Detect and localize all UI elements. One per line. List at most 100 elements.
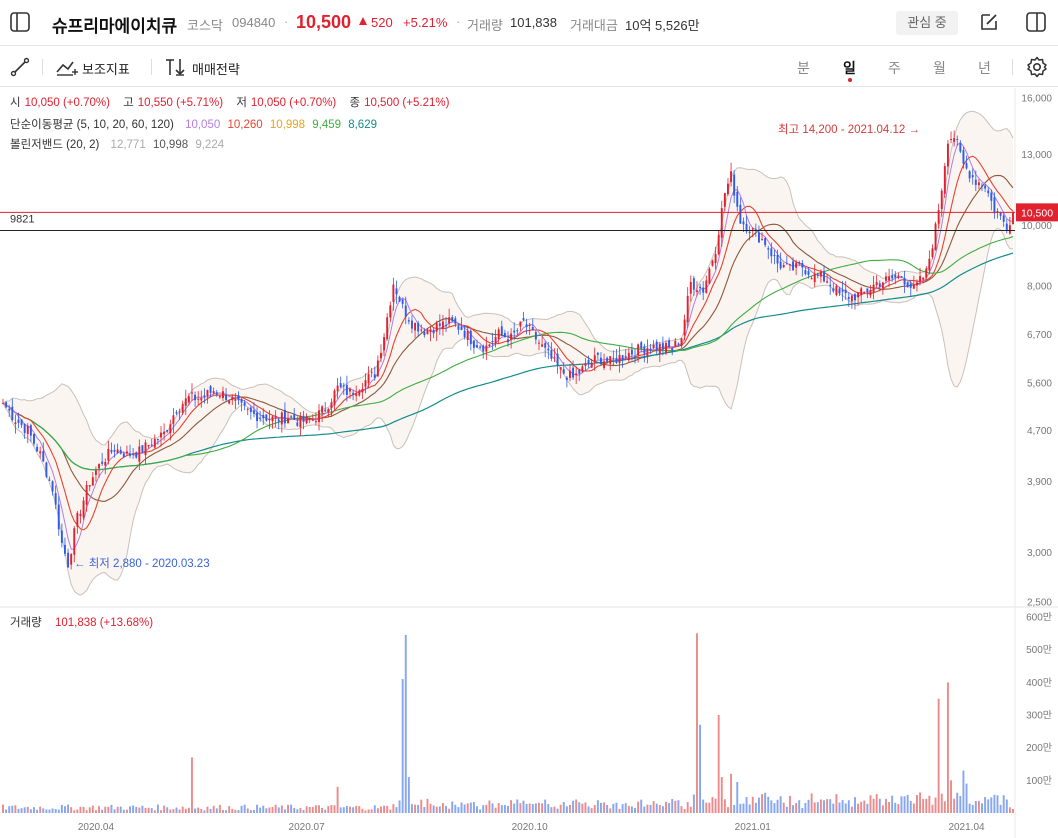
candle-body: [135, 452, 138, 458]
candle-body: [609, 356, 612, 364]
candle-body: [767, 248, 770, 250]
candle-body: [661, 343, 664, 350]
volume-bar: [401, 679, 404, 813]
period-day-tab[interactable]: 일: [843, 60, 856, 76]
candle-body: [327, 409, 330, 412]
volume-bar: [299, 807, 302, 813]
indicator-button[interactable]: 보조지표: [82, 62, 130, 77]
volume-bar: [569, 804, 571, 813]
volume-bar: [720, 777, 723, 813]
volume-bar: [888, 801, 891, 813]
volume-bar: [996, 795, 999, 813]
gear-icon[interactable]: [1026, 56, 1048, 78]
candle-body: [891, 275, 894, 279]
volume-info[interactable]: 거래량 101,838 (+13.68%): [10, 614, 157, 630]
volume-bar: [51, 808, 54, 813]
candle-body: [683, 319, 686, 336]
separator-dot: ·: [456, 14, 461, 29]
stock-chart[interactable]: 16,000 13,000 10,000 8,000 6,700 5,600 4,700 3,…: [0, 88, 1058, 838]
candle-body: [373, 374, 376, 378]
volume-bar: [891, 795, 894, 813]
bollinger-info[interactable]: 볼린저밴드 (20, 2) 12,771 10,998 9,224: [10, 136, 228, 152]
candle-body: [940, 190, 943, 209]
layout-split-icon[interactable]: [1026, 12, 1046, 32]
candle-body: [519, 321, 522, 327]
stock-name[interactable]: 슈프리마에이치큐: [52, 17, 178, 36]
volume-bar: [367, 809, 370, 813]
indicator-icon[interactable]: [56, 57, 78, 77]
candle-body: [150, 444, 153, 446]
candle-body: [559, 367, 562, 370]
candle-body: [779, 261, 782, 269]
candle-body: [476, 345, 478, 348]
candle-body: [612, 357, 615, 359]
volume-bar: [696, 633, 698, 813]
volume-bar: [528, 803, 531, 813]
volume-bar: [925, 798, 928, 813]
volume-bar: [339, 807, 342, 813]
candle-body: [76, 512, 79, 527]
volume-bar: [432, 805, 435, 813]
volume-bar: [854, 797, 856, 813]
volume-bar: [869, 795, 872, 813]
candle-body: [429, 329, 432, 332]
volume-bar: [578, 802, 581, 813]
volume-bar: [228, 806, 231, 813]
candle-body: [872, 284, 875, 293]
candle-body: [665, 342, 667, 354]
volume-bar: [20, 808, 23, 813]
volume-bar: [451, 801, 454, 813]
candle-body: [454, 318, 457, 324]
candle-body: [953, 138, 956, 142]
volume-bar: [915, 794, 918, 813]
candle-body: [107, 448, 110, 461]
volume-bar: [463, 804, 466, 813]
volume-bar: [627, 805, 630, 813]
volume-bar: [736, 781, 739, 813]
trading-strategy-icon[interactable]: [164, 57, 186, 77]
bb-upper-value: 12,771: [110, 139, 146, 151]
drawing-tool-icon[interactable]: [10, 57, 30, 77]
volume-bar: [373, 805, 376, 813]
date-axis-tick: 2020.10: [512, 822, 549, 833]
volume-bar: [776, 799, 779, 813]
volume-bar: [984, 796, 987, 813]
price-axis-tick: 3,900: [1027, 477, 1052, 488]
volume-bar: [209, 809, 212, 813]
market-label: 코스닥: [187, 18, 223, 33]
volume-bar: [977, 800, 980, 813]
ma-label: 단순이동평균 (5, 10, 20, 60, 120): [10, 119, 174, 131]
candle-body: [723, 192, 726, 207]
candle-body: [79, 513, 82, 517]
candle-body: [212, 391, 215, 394]
period-week-tab[interactable]: 주: [888, 60, 901, 76]
period-minute-tab[interactable]: 분: [797, 60, 810, 76]
volume-bar: [661, 806, 664, 813]
open-value: 10,050 (+0.70%): [24, 97, 110, 109]
date-axis-tick: 2020.07: [289, 822, 326, 833]
volume-bar: [953, 798, 956, 813]
period-year-tab[interactable]: 년: [978, 60, 991, 76]
volume-bar: [875, 794, 878, 813]
candle-body: [324, 409, 327, 412]
ma10-value: 10,260: [227, 119, 263, 131]
ma-info[interactable]: 단순이동평균 (5, 10, 20, 60, 120) 10,050 10,26…: [10, 116, 381, 132]
volume-bar: [881, 805, 884, 813]
volume-bar: [407, 777, 410, 813]
panel-toggle-icon[interactable]: [10, 12, 30, 32]
candle-body: [565, 377, 568, 380]
period-month-tab[interactable]: 월: [933, 60, 946, 76]
edit-icon[interactable]: [979, 12, 999, 32]
candle-body: [934, 223, 937, 250]
favorite-button[interactable]: 관심 중: [896, 11, 958, 35]
volume-bar: [550, 807, 553, 813]
candle-body: [98, 464, 101, 469]
strategy-button[interactable]: 매매전략: [192, 62, 240, 77]
volume-bar: [900, 796, 903, 813]
volume-bar: [191, 757, 193, 813]
candle-body: [240, 399, 243, 403]
candle-body: [438, 323, 441, 326]
candle-body: [860, 288, 863, 295]
candle-body: [634, 356, 636, 358]
candle-body: [70, 554, 73, 565]
